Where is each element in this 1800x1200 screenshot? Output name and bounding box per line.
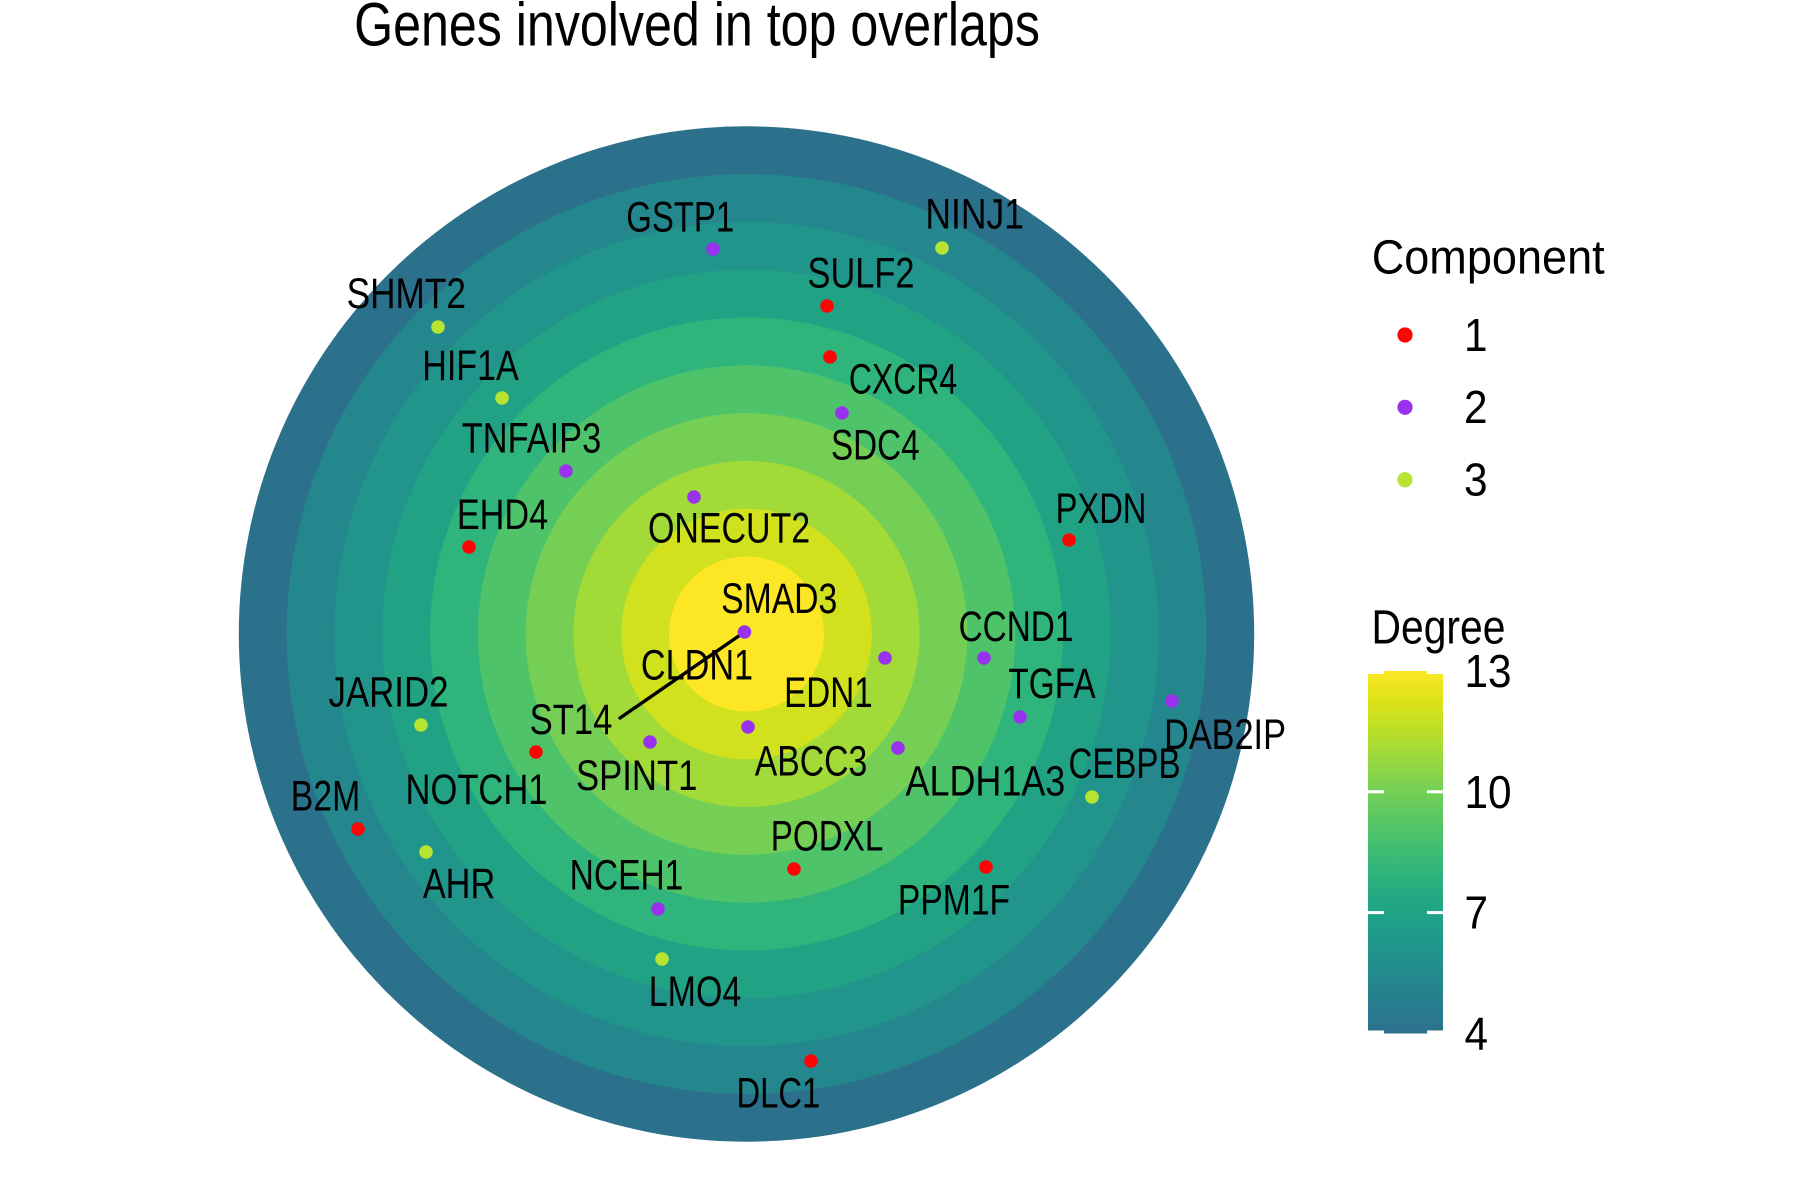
svg-text:TNFAIP3: TNFAIP3 bbox=[462, 415, 601, 462]
svg-text:10: 10 bbox=[1465, 767, 1512, 818]
svg-text:ALDH1A3: ALDH1A3 bbox=[906, 758, 1066, 806]
svg-text:CCND1: CCND1 bbox=[959, 603, 1074, 651]
svg-text:NINJ1: NINJ1 bbox=[925, 190, 1024, 238]
svg-text:ONECUT2: ONECUT2 bbox=[648, 505, 810, 553]
svg-text:CEBPB: CEBPB bbox=[1068, 740, 1180, 788]
svg-text:3: 3 bbox=[1464, 455, 1488, 506]
svg-text:SPINT1: SPINT1 bbox=[576, 753, 697, 800]
svg-text:2: 2 bbox=[1464, 383, 1488, 434]
svg-text:SDC4: SDC4 bbox=[831, 421, 920, 469]
svg-text:PPM1F: PPM1F bbox=[898, 877, 1010, 925]
svg-text:B2M: B2M bbox=[291, 773, 360, 821]
svg-text:PXDN: PXDN bbox=[1056, 485, 1147, 533]
svg-text:ABCC3: ABCC3 bbox=[755, 738, 868, 786]
svg-text:NOTCH1: NOTCH1 bbox=[406, 767, 548, 814]
svg-text:SULF2: SULF2 bbox=[808, 250, 915, 298]
svg-text:EDN1: EDN1 bbox=[784, 669, 872, 717]
svg-text:GSTP1: GSTP1 bbox=[626, 193, 734, 241]
svg-text:Genes involved in top overlaps: Genes involved in top overlaps bbox=[354, 0, 1040, 59]
svg-text:EHD4: EHD4 bbox=[457, 491, 548, 539]
svg-text:SHMT2: SHMT2 bbox=[347, 270, 466, 318]
svg-text:CXCR4: CXCR4 bbox=[849, 356, 957, 404]
svg-text:AHR: AHR bbox=[423, 860, 495, 908]
svg-text:JARID2: JARID2 bbox=[328, 669, 448, 716]
svg-text:1: 1 bbox=[1464, 310, 1488, 361]
svg-text:SMAD3: SMAD3 bbox=[721, 575, 837, 623]
svg-text:Component: Component bbox=[1372, 230, 1605, 284]
svg-text:PODXL: PODXL bbox=[771, 812, 884, 860]
svg-text:4: 4 bbox=[1465, 1009, 1489, 1060]
svg-text:HIF1A: HIF1A bbox=[422, 342, 519, 390]
svg-text:13: 13 bbox=[1465, 647, 1512, 698]
svg-text:ST14: ST14 bbox=[530, 697, 613, 744]
svg-text:7: 7 bbox=[1465, 888, 1489, 939]
svg-text:Degree: Degree bbox=[1372, 601, 1506, 654]
svg-text:DAB2IP: DAB2IP bbox=[1164, 711, 1286, 759]
svg-text:LMO4: LMO4 bbox=[649, 968, 741, 1016]
svg-text:TGFA: TGFA bbox=[1008, 660, 1095, 708]
svg-text:NCEH1: NCEH1 bbox=[570, 852, 684, 900]
svg-text:DLC1: DLC1 bbox=[737, 1069, 821, 1117]
svg-text:CLDN1: CLDN1 bbox=[641, 642, 753, 690]
